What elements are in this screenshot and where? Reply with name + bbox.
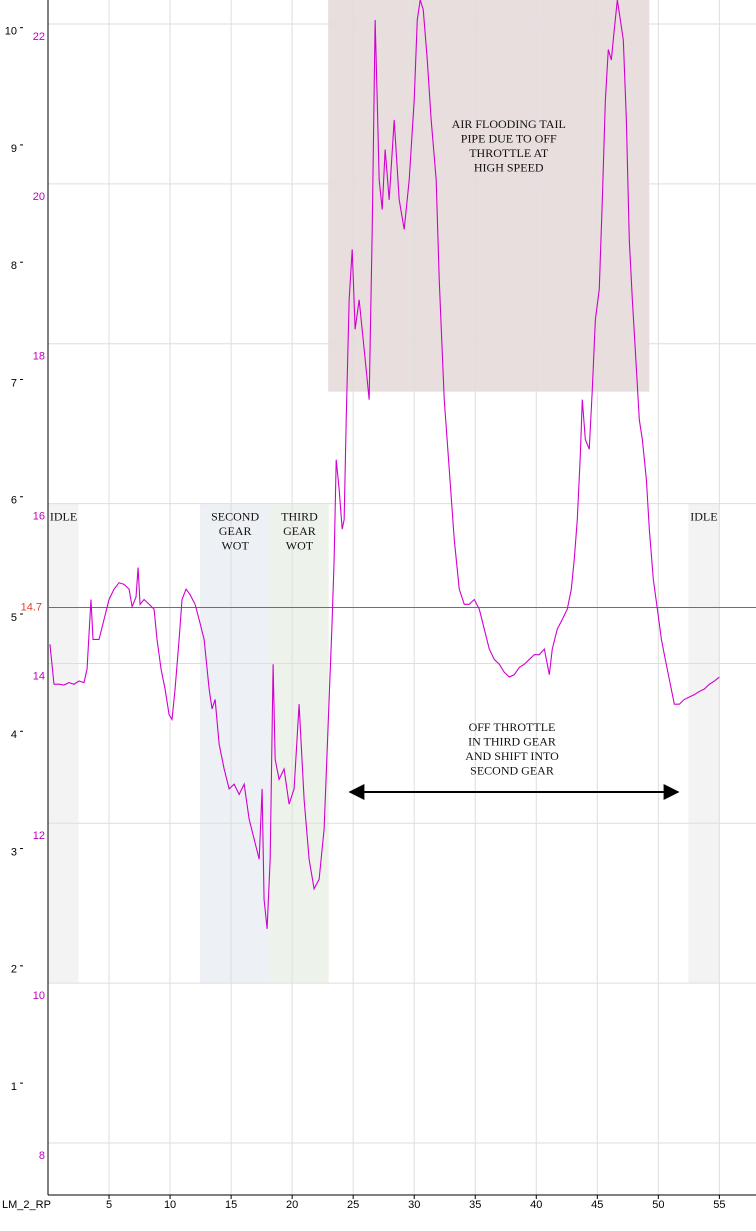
- x-tick-label: 20: [286, 1199, 298, 1211]
- region: [328, 0, 650, 392]
- region-label: WOT: [286, 538, 314, 552]
- region-label: GEAR: [219, 524, 252, 538]
- region-label: HIGH SPEED: [474, 160, 544, 174]
- note-label: SECOND GEAR: [470, 763, 554, 777]
- reference-label: 14.7: [21, 601, 42, 613]
- y-tick-label: 14: [33, 670, 45, 682]
- y2-tick-label: 1: [11, 1081, 17, 1093]
- y-tick-label: 20: [33, 191, 45, 203]
- grid: [48, 0, 756, 1195]
- x-tick-label: 30: [408, 1199, 420, 1211]
- region: [270, 503, 329, 984]
- y-tick-label: 16: [33, 510, 45, 522]
- y-tick-label: 22: [33, 31, 45, 43]
- y2-tick-label: 8: [11, 260, 17, 272]
- x-tick-label: 50: [652, 1199, 664, 1211]
- x-tick-label: 55: [713, 1199, 725, 1211]
- y2-tick-label: 2: [11, 964, 17, 976]
- x-tick-label: 10: [164, 1199, 176, 1211]
- region-label: THIRD: [281, 509, 318, 523]
- y2-tick-label: 10: [5, 26, 17, 38]
- y2-tick-label: 5: [11, 612, 17, 624]
- x-tick-label: 15: [225, 1199, 237, 1211]
- region-label: AIR FLOODING TAIL: [452, 117, 566, 131]
- x-axis-title: LM_2_RP: [2, 1199, 51, 1211]
- note-label: AND SHIFT INTO: [465, 749, 559, 763]
- region-label: GEAR: [283, 524, 316, 538]
- y-tick-label: 18: [33, 351, 45, 363]
- y2-tick-label: 9: [11, 143, 17, 155]
- region-label: SECOND: [211, 509, 259, 523]
- region: [48, 503, 79, 984]
- region-label: PIPE DUE TO OFF: [461, 131, 557, 145]
- y2-tick-label: 3: [11, 846, 17, 858]
- region: [200, 503, 271, 984]
- y2-tick-label: 4: [11, 729, 17, 741]
- x-tick-label: 25: [347, 1199, 359, 1211]
- regions: [48, 0, 720, 984]
- y2-tick-label: 6: [11, 495, 17, 507]
- x-tick-label: 35: [469, 1199, 481, 1211]
- x-tick-label: 5: [106, 1199, 112, 1211]
- x-tick-label: 40: [530, 1199, 542, 1211]
- region-label: WOT: [221, 538, 249, 552]
- region-label: IDLE: [50, 509, 77, 523]
- y-tick-label: 10: [33, 990, 45, 1002]
- x-tick-label: 45: [591, 1199, 603, 1211]
- note-label: IN THIRD GEAR: [468, 734, 556, 748]
- region-label: IDLE: [690, 509, 717, 523]
- y-tick-label: 12: [33, 830, 45, 842]
- region-label: THROTTLE AT: [469, 146, 549, 160]
- y2-tick-label: 7: [11, 377, 17, 389]
- region: [688, 503, 720, 984]
- note-label: OFF THROTTLE: [469, 720, 556, 734]
- data-line: [49, 0, 720, 929]
- y-tick-label: 8: [39, 1150, 45, 1162]
